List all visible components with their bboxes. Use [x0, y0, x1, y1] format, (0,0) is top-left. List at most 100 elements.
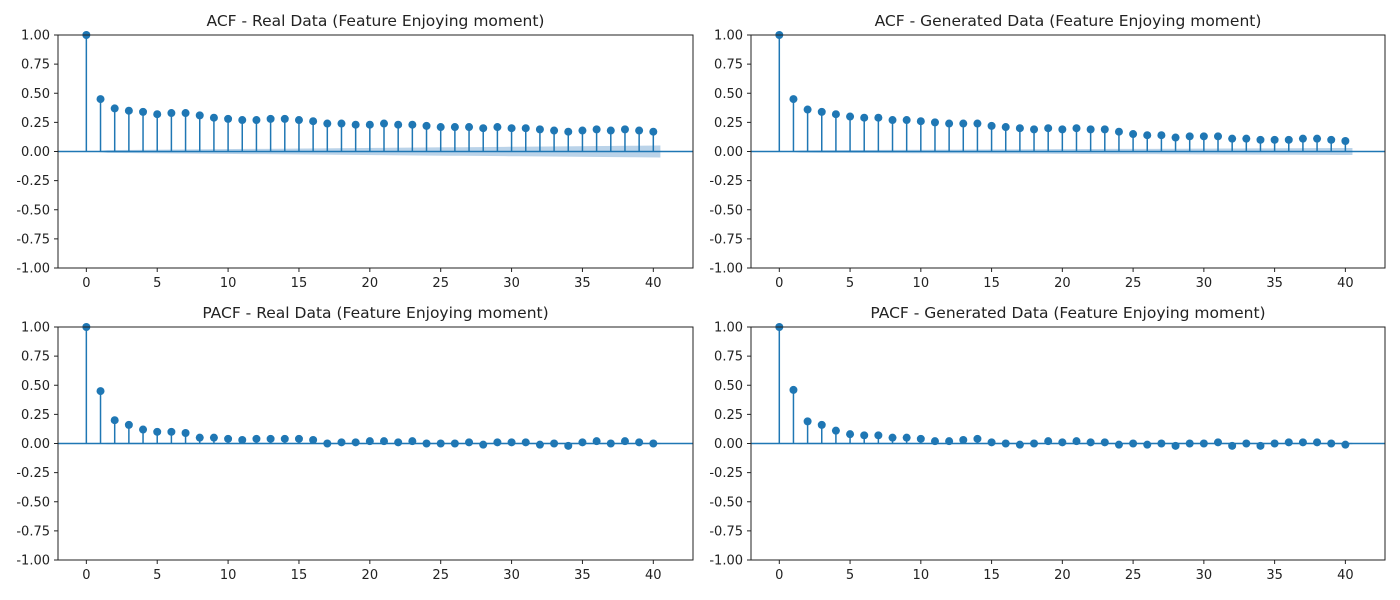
stem-marker — [1298, 438, 1307, 447]
x-tick-label: 0 — [82, 568, 90, 583]
stem-marker — [846, 112, 855, 121]
stem-marker — [550, 439, 559, 448]
x-tick-label: 30 — [1196, 568, 1213, 583]
stem-marker — [803, 105, 812, 114]
stem-marker — [479, 124, 488, 133]
stem-marker — [209, 113, 218, 122]
y-tick-label: 0.50 — [21, 87, 50, 102]
stem-marker — [280, 114, 289, 123]
y-tick-label: -0.25 — [16, 174, 50, 189]
stem-marker — [181, 109, 190, 118]
y-tick-label: -1.00 — [16, 262, 50, 277]
stem-marker — [1242, 134, 1251, 143]
stem-marker — [1015, 124, 1024, 133]
stem-marker — [224, 434, 233, 443]
y-tick-label: 0.50 — [21, 379, 50, 394]
y-tick-label: -0.75 — [709, 232, 743, 247]
stem-marker — [1270, 135, 1279, 144]
stem-marker — [1143, 131, 1152, 140]
stem-marker — [1129, 130, 1138, 139]
stem-marker — [846, 430, 855, 439]
stem-marker — [309, 117, 318, 126]
stem-marker — [973, 119, 982, 128]
y-tick-label: -1.00 — [16, 554, 50, 569]
y-tick-label: -1.00 — [709, 262, 743, 277]
stem-marker — [564, 127, 573, 136]
stem-marker — [578, 438, 587, 447]
y-tick-label: 0.75 — [714, 350, 743, 365]
stem-marker — [309, 436, 318, 445]
x-tick-label: 30 — [503, 276, 520, 291]
y-tick-label: -1.00 — [709, 554, 743, 569]
stem-marker — [535, 125, 544, 134]
stem-marker — [96, 95, 105, 104]
stem-marker — [606, 126, 615, 135]
stem-marker — [973, 434, 982, 443]
stem-marker — [493, 438, 502, 447]
stem-marker — [592, 125, 601, 134]
y-tick-label: 0.25 — [714, 408, 743, 423]
y-tick-label: -0.50 — [709, 495, 743, 510]
stem-marker — [987, 121, 996, 130]
x-tick-label: 20 — [1054, 276, 1071, 291]
stem-marker — [1058, 438, 1067, 447]
chart-panel-1: ACF - Real Data (Feature Enjoying moment… — [16, 12, 694, 291]
stem-marker — [507, 124, 516, 133]
stem-marker — [902, 116, 911, 125]
x-tick-label: 25 — [1125, 276, 1142, 291]
stem-marker — [394, 438, 403, 447]
stem-marker — [550, 126, 559, 135]
stem-marker — [1001, 439, 1010, 448]
stem-marker — [139, 425, 148, 434]
y-tick-label: -0.50 — [16, 203, 50, 218]
stem-marker — [649, 127, 658, 136]
stem-marker — [789, 385, 798, 394]
stem-marker — [1214, 132, 1223, 141]
x-tick-label: 15 — [291, 276, 308, 291]
stem-marker — [380, 437, 389, 446]
stem-marker — [153, 427, 162, 436]
stem-marker — [1072, 124, 1081, 133]
stem-marker — [394, 120, 403, 129]
stem-marker — [124, 106, 133, 115]
stem-marker — [167, 427, 176, 436]
stem-marker — [1327, 439, 1336, 448]
x-tick-label: 15 — [291, 568, 308, 583]
stem-marker — [945, 119, 954, 128]
x-tick-label: 40 — [645, 276, 662, 291]
y-tick-label: -0.25 — [16, 466, 50, 481]
y-tick-label: -0.25 — [709, 466, 743, 481]
stem-marker — [351, 120, 360, 129]
stem-marker — [1114, 440, 1123, 449]
stem-marker — [493, 123, 502, 132]
stem-marker — [1185, 132, 1194, 141]
y-tick-label: 0.75 — [21, 350, 50, 365]
chart-panel-3: PACF - Real Data (Feature Enjoying momen… — [16, 304, 694, 583]
stem-marker — [1199, 132, 1208, 141]
stem-marker — [831, 110, 840, 119]
stem-marker — [1030, 439, 1039, 448]
stem-marker — [238, 116, 247, 125]
stem-marker — [238, 436, 247, 445]
stem-marker — [450, 123, 459, 132]
stem-marker — [1058, 125, 1067, 134]
x-tick-label: 25 — [1125, 568, 1142, 583]
stem-marker — [888, 116, 897, 125]
stem-marker — [1114, 127, 1123, 136]
stem-marker — [578, 126, 587, 135]
stem-marker — [380, 119, 389, 128]
x-tick-label: 0 — [82, 276, 90, 291]
stem-marker — [860, 431, 869, 440]
stem-marker — [1044, 124, 1053, 133]
stem-marker — [323, 439, 332, 448]
y-tick-label: 0.00 — [21, 437, 50, 452]
y-tick-label: -0.25 — [709, 174, 743, 189]
stem-marker — [1171, 133, 1180, 142]
stem-marker — [181, 429, 190, 438]
y-tick-label: 0.25 — [21, 408, 50, 423]
stem-marker — [592, 437, 601, 446]
stem-marker — [874, 431, 883, 440]
stem-marker — [959, 436, 968, 445]
stem-marker — [436, 439, 445, 448]
stem-marker — [916, 434, 925, 443]
